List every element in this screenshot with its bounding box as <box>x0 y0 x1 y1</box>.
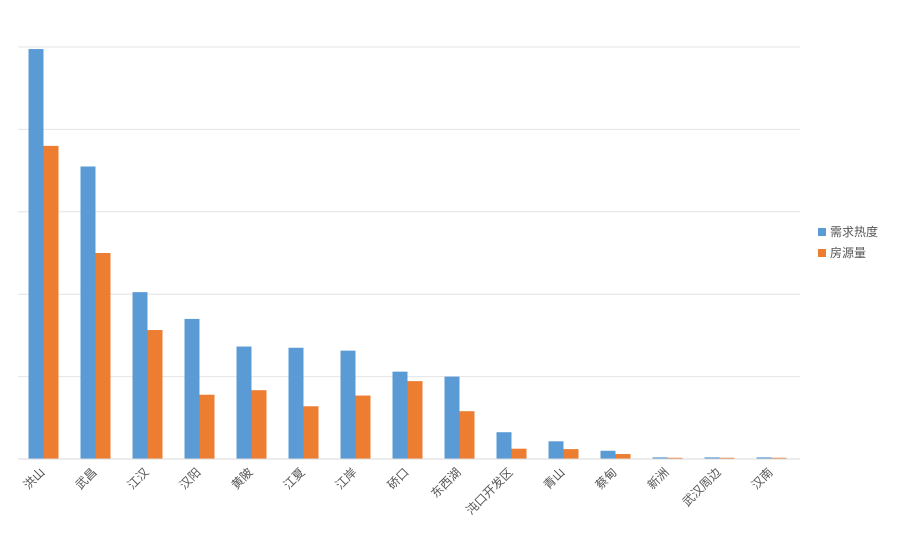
x-tick-label: 东西湖 <box>428 465 464 501</box>
bar-demand-6 <box>340 350 356 459</box>
bar-supply-10 <box>563 449 579 459</box>
x-tick-label: 黄陂 <box>228 465 256 493</box>
x-tick-label: 新洲 <box>644 465 672 493</box>
bar-supply-2 <box>147 330 163 459</box>
legend-swatch <box>818 228 826 236</box>
bars-group <box>28 49 787 460</box>
x-tick-label: 武汉周边 <box>680 465 724 509</box>
bar-supply-7 <box>407 381 423 459</box>
x-tick-label: 汉阳 <box>177 465 204 492</box>
bar-supply-6 <box>355 395 371 459</box>
gridlines <box>18 46 800 378</box>
x-tick-label: 江岸 <box>333 465 360 492</box>
bar-demand-12 <box>652 457 668 459</box>
x-tick-label: 江夏 <box>281 465 308 492</box>
bar-demand-5 <box>288 347 304 459</box>
bar-supply-13 <box>719 457 735 459</box>
x-tick-label: 蔡甸 <box>593 465 620 492</box>
bar-supply-0 <box>43 145 59 459</box>
bar-supply-8 <box>459 411 475 459</box>
x-tick-label: 洪山 <box>21 465 48 492</box>
bar-demand-14 <box>756 457 772 459</box>
bar-supply-11 <box>615 454 631 459</box>
x-tick-label: 沌口开发区 <box>463 465 516 518</box>
legend-label: 需求热度 <box>830 224 878 239</box>
bar-demand-2 <box>132 292 148 459</box>
bar-demand-7 <box>392 371 408 459</box>
bar-supply-14 <box>771 457 787 459</box>
bar-supply-12 <box>667 457 683 459</box>
x-tick-label: 汉南 <box>748 465 776 493</box>
legend-label: 房源量 <box>830 245 866 260</box>
bar-demand-3 <box>184 318 200 459</box>
bar-supply-5 <box>303 406 319 459</box>
bar-demand-4 <box>236 346 252 459</box>
bar-demand-0 <box>28 49 44 460</box>
legend-swatch <box>818 249 826 257</box>
x-tick-label: 江汉 <box>125 465 152 492</box>
x-tick-label: 硚口 <box>385 465 412 492</box>
bar-demand-1 <box>80 166 96 460</box>
x-tick-label: 青山 <box>541 465 568 492</box>
bar-demand-9 <box>496 432 512 459</box>
bar-supply-4 <box>251 390 267 459</box>
bar-supply-1 <box>95 253 111 459</box>
bar-demand-10 <box>548 441 564 459</box>
bar-demand-11 <box>600 450 616 459</box>
bar-supply-3 <box>199 394 215 459</box>
x-tick-labels: 洪山 武昌 江汉 汉阳 黄陂 江夏 江岸 硚口 东西湖 沌口开发区 青山 蔡甸 新洲 武汉周边 汉南 <box>21 465 776 518</box>
bar-supply-9 <box>511 448 527 459</box>
bar-demand-8 <box>444 376 460 459</box>
x-tick-label: 武昌 <box>73 465 100 492</box>
bar-demand-13 <box>704 457 720 459</box>
